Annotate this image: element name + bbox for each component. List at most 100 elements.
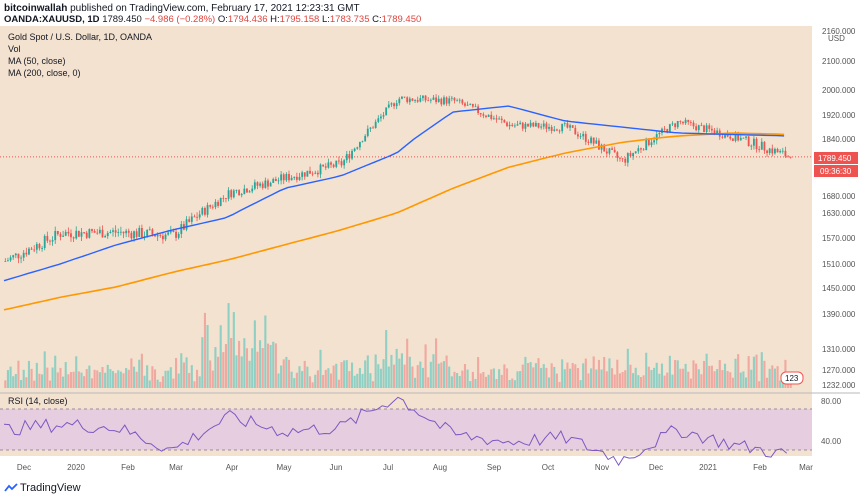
time-axis-panel[interactable]	[0, 456, 812, 478]
author-name[interactable]: bitcoinwallah	[4, 3, 68, 14]
price-axis-panel[interactable]	[812, 26, 860, 478]
price-ticks: 2100.0002000.0001920.0001840.0001750.000…	[822, 57, 856, 390]
candle-body	[175, 231, 177, 238]
last-price: 1789.450	[102, 14, 142, 25]
price-tick-label: 1310.000	[822, 345, 856, 354]
candle-body	[374, 121, 377, 128]
volume-bar	[345, 360, 348, 388]
candle-body	[70, 233, 72, 238]
candle-body	[403, 96, 406, 98]
candle-body	[619, 157, 621, 159]
candle-body	[280, 174, 283, 181]
volume-bar	[261, 348, 264, 388]
price-change: −4.986 (−0.28%)	[144, 14, 216, 25]
candle-body	[737, 133, 740, 141]
volume-bar	[666, 372, 669, 388]
candle-body	[422, 95, 424, 99]
candle-body	[716, 130, 719, 135]
candle-body	[14, 253, 17, 256]
volume-bar	[206, 325, 209, 388]
volume-bar	[188, 372, 191, 388]
candle-body	[9, 257, 12, 261]
chart-header: bitcoinwallah published on TradingView.c…	[0, 0, 860, 26]
candle-body	[72, 237, 75, 239]
candle-body	[264, 180, 267, 188]
footer-brand[interactable]: TradingView	[20, 482, 81, 494]
time-axis-label: Feb	[753, 463, 767, 472]
candle-body	[408, 98, 411, 103]
price-tick-label: 1390.000	[822, 310, 856, 319]
volume-bar	[571, 363, 574, 388]
candle-body	[760, 141, 763, 150]
price-tick-label: 1680.000	[822, 192, 856, 201]
volume-bar	[618, 373, 622, 388]
candle-body	[46, 235, 49, 241]
time-axis-label: Aug	[433, 463, 447, 472]
candle-body	[343, 160, 346, 166]
candle-body	[595, 140, 598, 144]
candle-body	[668, 124, 671, 133]
candle-body	[38, 244, 41, 249]
candle-body	[282, 174, 285, 181]
volume-bar	[308, 376, 312, 388]
price-tick-label: 1510.000	[822, 260, 856, 269]
candle-body	[689, 122, 692, 123]
volume-bar	[490, 369, 493, 388]
candle-body	[679, 120, 682, 122]
volume-bar	[566, 362, 569, 388]
volume-bar	[393, 364, 396, 388]
volume-bar	[482, 371, 485, 388]
volume-bar	[177, 373, 180, 388]
candle-body	[724, 133, 726, 138]
volume-bar	[132, 366, 136, 388]
candle-body	[206, 205, 209, 215]
candle-body	[356, 147, 359, 149]
volume-bar	[687, 371, 690, 388]
volume-bar	[98, 372, 101, 388]
candle-body	[784, 150, 787, 157]
candle-body	[621, 158, 624, 160]
volume-bar	[88, 365, 91, 388]
volume-bar	[343, 360, 346, 388]
candle-body	[750, 145, 753, 147]
candle-body	[156, 235, 159, 237]
candle-body	[185, 219, 188, 230]
candle-body	[366, 128, 369, 136]
candle-body	[435, 97, 438, 103]
candle-body	[172, 230, 175, 232]
volume-bar	[458, 375, 461, 388]
volume-bar	[424, 344, 427, 388]
volume-bar	[747, 356, 750, 388]
volume-bar	[545, 367, 548, 388]
price-tick-label: 1840.000	[822, 135, 856, 144]
candle-body	[506, 122, 508, 127]
candle-body	[653, 140, 656, 143]
candle-body	[358, 142, 361, 148]
volume-bar	[377, 364, 380, 388]
time-axis-label: Nov	[595, 463, 609, 472]
volume-bar	[553, 366, 556, 388]
candle-body	[503, 120, 506, 123]
volume-bar	[595, 369, 598, 388]
volume-bar	[511, 378, 514, 388]
volume-bar	[647, 366, 650, 388]
candle-body	[427, 100, 430, 102]
tradingview-logo-icon[interactable]	[4, 483, 18, 492]
candle-body	[789, 156, 792, 158]
volume-bar	[658, 373, 661, 388]
volume-bar	[600, 369, 603, 388]
candle-body	[159, 235, 162, 236]
volume-bar	[180, 353, 183, 388]
ma50-line	[3, 105, 785, 282]
volume-bar	[674, 359, 677, 388]
volume-bar	[259, 340, 262, 388]
last-price-tag	[814, 152, 858, 164]
price-chart[interactable]: Gold Spot / U.S. Dollar, 1D, OANDA Vol M…	[0, 26, 860, 478]
candle-body	[440, 98, 443, 105]
candle-body	[485, 115, 487, 117]
volume-bar	[608, 358, 611, 388]
volume-bar	[400, 353, 403, 388]
candle-body	[290, 177, 293, 181]
volume-bar	[35, 362, 38, 388]
volume-badge	[780, 371, 804, 385]
